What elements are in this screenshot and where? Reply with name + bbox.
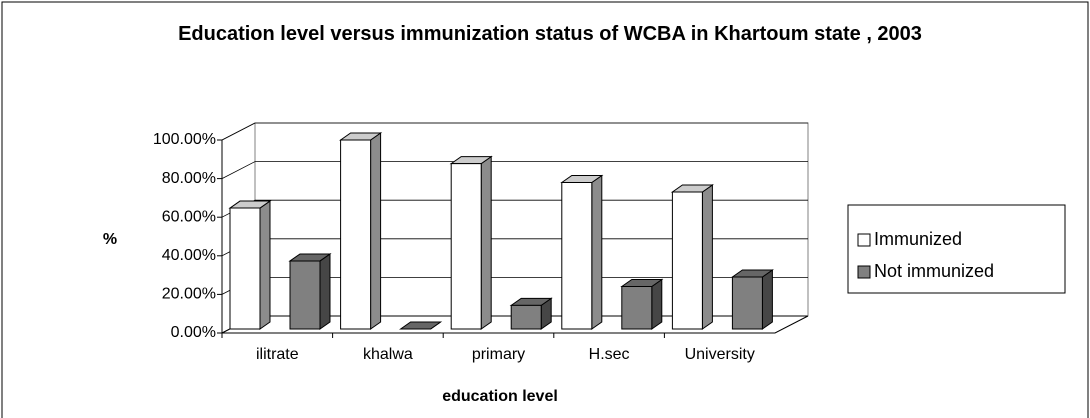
x-tick-label: University [685, 346, 755, 363]
bar [730, 269, 774, 330]
bar-face [319, 252, 331, 330]
x-tick-label: H.sec [589, 346, 630, 363]
bar-face [370, 132, 382, 330]
legend-swatch [857, 233, 871, 247]
bar [399, 321, 443, 330]
grid-line [221, 238, 808, 257]
grid-line [221, 199, 808, 218]
bar [509, 297, 553, 330]
bar-face [480, 155, 492, 330]
bar-face [450, 163, 482, 330]
legend-box [847, 204, 1066, 294]
bar [228, 200, 272, 330]
x-tick-label: khalwa [363, 346, 413, 363]
legend-swatch [857, 265, 871, 279]
y-tick-label: 100.00% [153, 131, 216, 148]
back-wall [254, 122, 809, 316]
chart-title: Education level versus immunization stat… [178, 23, 922, 45]
x-tick-label: primary [472, 346, 525, 363]
y-axis-label: % [103, 231, 117, 248]
bar-face [259, 200, 271, 330]
grid-line [221, 161, 808, 179]
bar-face [591, 174, 603, 330]
bar-face [651, 278, 663, 330]
y-tick-label: 20.00% [162, 286, 216, 303]
bar [620, 278, 664, 330]
y-tick-label: 0.00% [171, 324, 216, 341]
x-axis-label: education level [442, 388, 558, 405]
grid-line [221, 122, 808, 141]
bar-face [561, 182, 593, 330]
bar [670, 184, 714, 330]
bar-face [621, 285, 653, 330]
bar-face [289, 260, 321, 330]
x-tick-label: ilitrate [256, 346, 299, 363]
bar [339, 132, 383, 330]
bar [560, 174, 604, 330]
bar-face [671, 191, 703, 330]
legend-label: Not immunized [874, 261, 994, 281]
y-tick-label: 60.00% [162, 208, 216, 225]
bar-face [701, 184, 713, 330]
bar-face [731, 276, 763, 330]
bar-face [761, 269, 773, 330]
bar-face [510, 304, 542, 330]
bar-face [229, 207, 261, 330]
y-tick-label: 40.00% [162, 247, 216, 264]
bar [288, 252, 332, 330]
bar [449, 155, 493, 330]
legend-label: Immunized [874, 229, 962, 249]
bar-face [340, 139, 372, 330]
y-tick-label: 80.00% [162, 170, 216, 187]
